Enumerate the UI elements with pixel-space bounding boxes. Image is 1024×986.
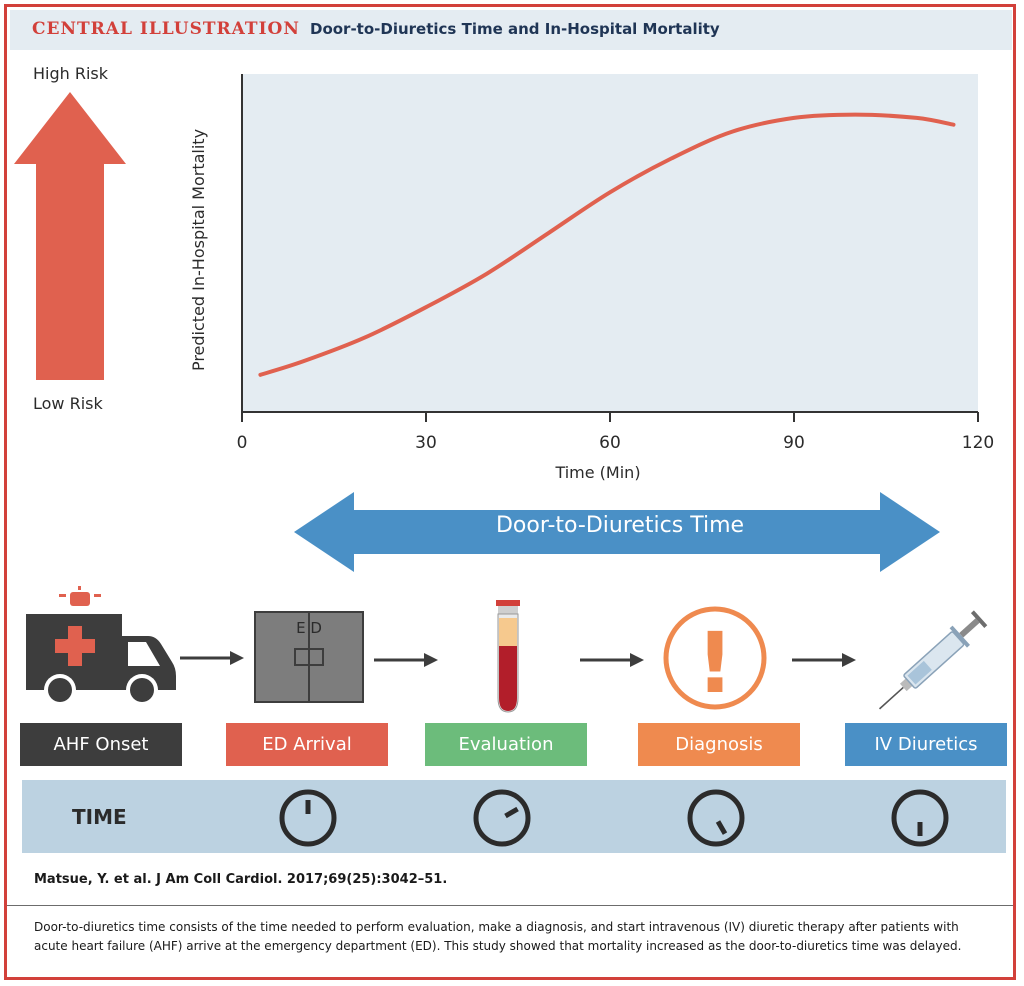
x-tick-label: 30 bbox=[415, 433, 437, 453]
flow-arrow-icon bbox=[180, 651, 244, 665]
illustration-title: Door-to-Diuretics Time and In-Hospital M… bbox=[310, 20, 720, 38]
low-risk-label: Low Risk bbox=[33, 394, 103, 413]
ed-door-text: E D bbox=[296, 619, 322, 637]
stage-label-ed-arrival: ED Arrival bbox=[226, 723, 388, 766]
syringe-icon bbox=[878, 610, 988, 710]
door-to-diuretics-label: Door-to-Diuretics Time bbox=[495, 513, 745, 538]
time-label: TIME bbox=[72, 805, 127, 829]
exclamation-icon: ! bbox=[663, 606, 767, 710]
caption: Door-to-diuretics time consists of the t… bbox=[34, 920, 962, 953]
x-tick-label: 0 bbox=[237, 433, 248, 453]
x-axis-label: Time (Min) bbox=[554, 463, 640, 482]
stage-label-iv-diuretics: IV Diuretics bbox=[845, 723, 1007, 766]
stage-label-evaluation: Evaluation bbox=[425, 723, 587, 766]
clock-face bbox=[687, 789, 745, 847]
header-bar: CENTRAL ILLUSTRATION Door-to-Diuretics T… bbox=[10, 10, 1012, 50]
clock-icon bbox=[279, 789, 337, 847]
clock-icon bbox=[891, 789, 949, 847]
flow-arrow-icon bbox=[792, 653, 856, 667]
door-to-diuretics-arrow-icon bbox=[294, 492, 940, 572]
blood-tube-icon bbox=[496, 600, 520, 713]
stage-label-ahf-onset: AHF Onset bbox=[20, 723, 182, 766]
clock-face bbox=[891, 789, 949, 847]
ambulance-icon bbox=[26, 586, 176, 706]
clock-icon bbox=[473, 789, 531, 847]
exclamation-mark: ! bbox=[696, 614, 734, 710]
citation: Matsue, Y. et al. J Am Coll Cardiol. 201… bbox=[34, 872, 448, 887]
risk-arrow-icon bbox=[14, 92, 126, 380]
x-tick-label: 90 bbox=[783, 433, 805, 453]
mortality-curve bbox=[258, 112, 956, 377]
stage-label-diagnosis: Diagnosis bbox=[638, 723, 800, 766]
clock-face bbox=[473, 789, 531, 847]
clock-face bbox=[279, 789, 337, 847]
divider bbox=[7, 905, 1013, 906]
y-axis-label: Predicted In-Hospital Mortality bbox=[189, 129, 208, 371]
ed-door-icon: E D bbox=[254, 611, 364, 703]
x-ticks: 0 30 60 90 120 bbox=[237, 412, 994, 453]
x-tick-label: 120 bbox=[962, 433, 994, 453]
central-illustration-label: CENTRAL ILLUSTRATION bbox=[32, 19, 300, 39]
clock-hand bbox=[715, 820, 728, 835]
x-tick-label: 60 bbox=[599, 433, 621, 453]
clock-hand bbox=[504, 806, 519, 819]
plot-area bbox=[242, 74, 978, 412]
flow-arrow-icon bbox=[580, 653, 644, 667]
high-risk-label: High Risk bbox=[33, 64, 109, 83]
clock-icon bbox=[687, 789, 745, 847]
mortality-chart: 0 30 60 90 120 Time (Min) Predicted In-Hospi… bbox=[189, 74, 994, 482]
flow-arrow-icon bbox=[374, 653, 438, 667]
